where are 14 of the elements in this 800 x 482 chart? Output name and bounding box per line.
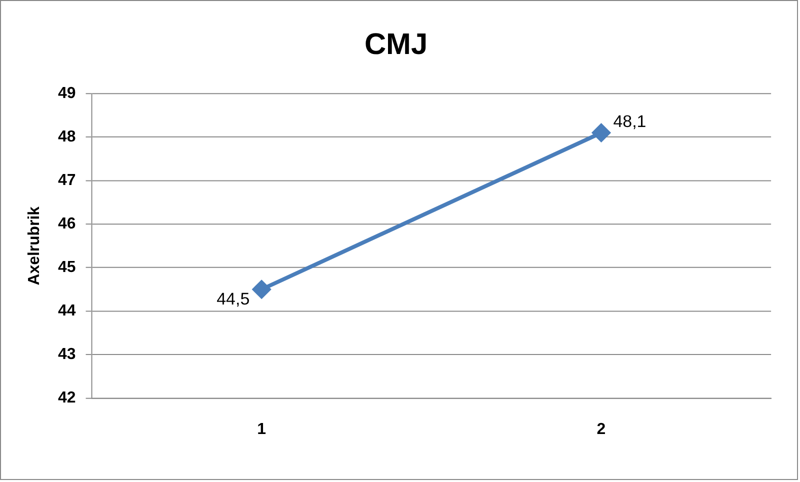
y-tick-label: 44 [58, 302, 76, 320]
y-tick-label: 45 [58, 259, 76, 276]
data-label: 44,5 [216, 290, 250, 308]
y-tick-label: 46 [58, 216, 76, 233]
data-label: 48,1 [613, 112, 646, 131]
y-tick-label: 42 [58, 390, 76, 407]
y-tick-label: 48 [58, 128, 76, 146]
y-tick-label: 49 [58, 85, 76, 102]
y-tick-label: 43 [58, 346, 76, 364]
x-tick-label: 1 [257, 421, 266, 438]
y-tick-label: 47 [58, 172, 76, 190]
x-tick-label: 2 [596, 421, 606, 438]
chart-title: CMJ [364, 28, 428, 62]
y-axis-title: Axelrubrik [26, 206, 43, 286]
